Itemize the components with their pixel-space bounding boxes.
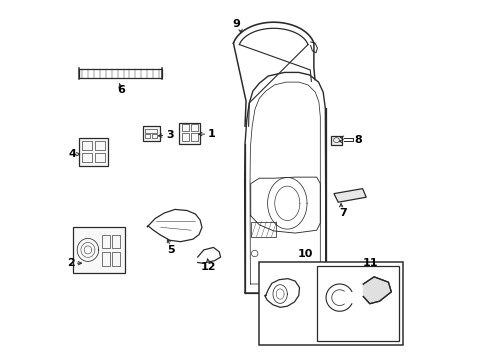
Bar: [73, 226, 125, 273]
Text: 8: 8: [354, 135, 362, 145]
Bar: [102, 252, 110, 266]
Text: 4: 4: [68, 149, 76, 159]
Text: 5: 5: [168, 245, 175, 255]
Bar: [95, 140, 105, 150]
Bar: [82, 153, 92, 162]
Bar: [112, 234, 120, 248]
Text: 1: 1: [208, 129, 216, 139]
Text: 3: 3: [166, 130, 173, 140]
Bar: [331, 135, 342, 145]
Bar: [181, 134, 189, 140]
Polygon shape: [364, 277, 392, 304]
Bar: [145, 129, 157, 133]
Bar: [79, 138, 108, 166]
Bar: [179, 123, 200, 144]
Polygon shape: [334, 189, 366, 202]
Bar: [95, 153, 105, 162]
Bar: [191, 124, 198, 131]
Text: 9: 9: [232, 19, 240, 29]
Bar: [79, 69, 162, 78]
Bar: [143, 126, 160, 141]
Bar: [181, 124, 189, 131]
Bar: [112, 252, 120, 266]
Bar: [82, 140, 92, 150]
Bar: [317, 266, 399, 341]
Text: 10: 10: [297, 248, 313, 258]
Bar: [102, 234, 110, 248]
Text: 7: 7: [339, 208, 347, 218]
Bar: [251, 222, 276, 237]
Text: 2: 2: [67, 258, 75, 268]
Bar: [259, 262, 403, 345]
Bar: [145, 134, 150, 138]
Text: 6: 6: [117, 85, 125, 95]
Text: 11: 11: [363, 258, 378, 268]
Bar: [152, 134, 157, 138]
Text: 12: 12: [201, 262, 216, 272]
Bar: [191, 134, 198, 140]
